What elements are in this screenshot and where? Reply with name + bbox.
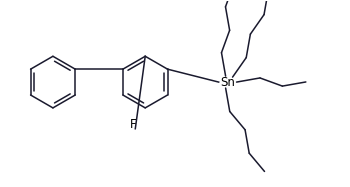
Text: F: F — [130, 118, 136, 131]
Text: Sn: Sn — [220, 76, 235, 89]
